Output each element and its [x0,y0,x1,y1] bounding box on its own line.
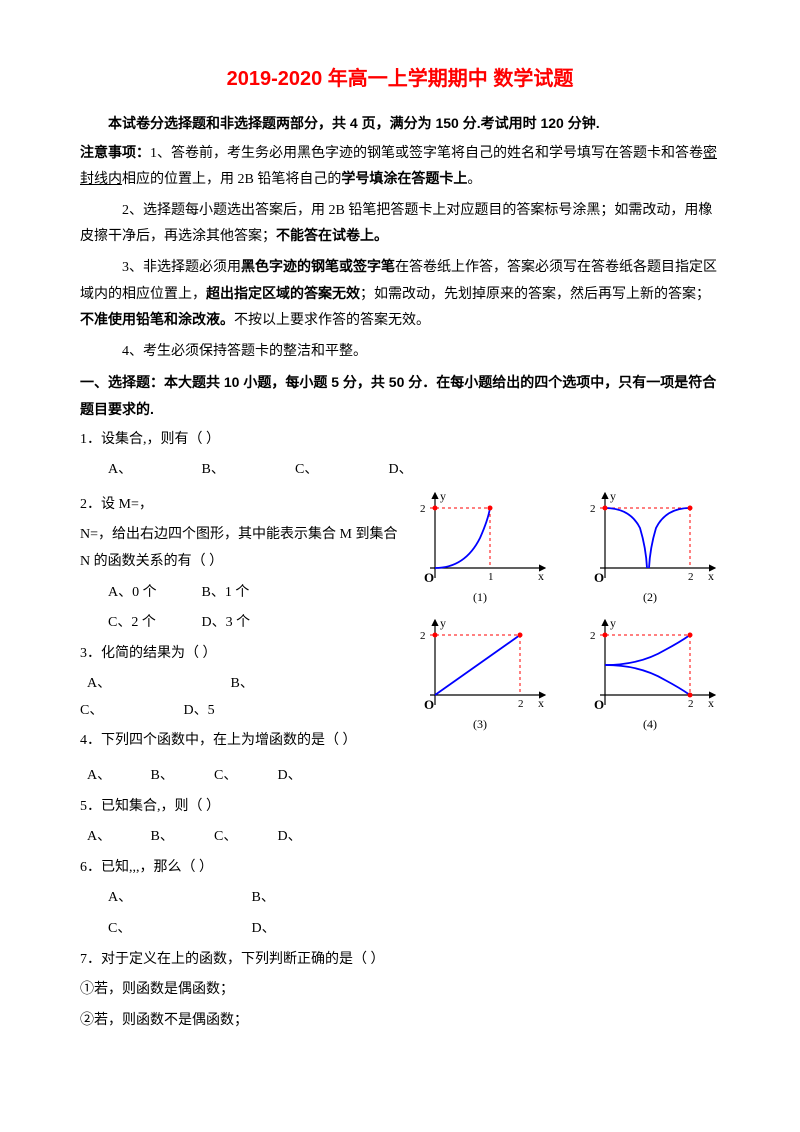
q5-opt-a: A、 [87,824,147,851]
q5-opt-b: B、 [151,824,211,851]
figure-4-caption: (4) [580,713,720,736]
q6-opt-d: D、 [252,916,342,943]
q6-options-1: A、 B、 [80,885,720,912]
notes-3: 3、非选择题必须用黑色字迹的钢笔或签字笔在答卷纸上作答，答案必须写在答卷纸各题目… [80,255,720,335]
figure-1-caption: (1) [410,586,550,609]
section-1-heading: 一、选择题：本大题共 10 小题，每小题 5 分，共 50 分．在每小题给出的四… [80,369,720,422]
q5-options: A、 B、 C、 D、 [80,824,720,851]
notes-4: 4、考生必须保持答题卡的整洁和平整。 [80,339,720,366]
svg-text:x: x [538,569,544,583]
q3-opt-c: C、 [80,698,180,725]
q6-stem: 6．已知,,,，那么（ ） [80,855,720,882]
figure-grid: 2 1 y x O (1) 2 2 y x [410,488,720,736]
q1-opt-c: C、 [295,457,385,484]
q3-opt-a: A、 [87,671,227,698]
figure-2-caption: (2) [580,586,720,609]
svg-text:y: y [440,489,446,503]
q1-options: A、 B、 C、 D、 [80,457,720,484]
q2-opt-c: C、2 个 [108,610,198,637]
q5-opt-d: D、 [278,829,302,844]
svg-text:O: O [424,697,434,712]
svg-text:2: 2 [688,571,694,583]
notes-1: 注意事项：1、答卷前，考生务必用黑色字迹的钢笔或签字笔将自己的姓名和学号填写在答… [80,141,720,194]
svg-text:1: 1 [488,571,494,583]
q1-opt-d: D、 [389,457,479,484]
q1-stem: 1．设集合,，则有（ ） [80,427,720,454]
q2-options-1: A、0 个 B、1 个 [80,580,402,607]
page-title: 2019-2020 年高一上学期期中 数学试题 [80,60,720,98]
q7-line-2: ②若，则函数不是偶函数； [80,1008,720,1035]
q4-opt-a: A、 [87,763,147,790]
svg-text:x: x [708,696,714,710]
q2-opt-a: A、0 个 [108,580,198,607]
q2-opt-b: B、1 个 [202,580,292,607]
svg-text:x: x [708,569,714,583]
svg-text:y: y [610,489,616,503]
svg-text:y: y [610,616,616,630]
q2-stem-1: 2．设 M=， [80,492,402,519]
q2-opt-d: D、3 个 [202,610,292,637]
svg-text:O: O [594,697,604,712]
q6-opt-b: B、 [252,885,342,912]
svg-text:2: 2 [590,503,596,515]
q3-options: A、 B、 C、 D、5 [80,671,402,724]
subtitle: 本试卷分选择题和非选择题两部分，共 4 页，满分为 150 分.考试用时 120… [80,110,720,137]
q3-opt-b: B、 [231,676,254,691]
svg-text:2: 2 [420,503,426,515]
svg-text:2: 2 [688,698,694,710]
q4-opt-b: B、 [151,763,211,790]
figure-3: 2 2 y x O (3) [410,615,550,736]
figure-3-caption: (3) [410,713,550,736]
q4-stem: 4．下列四个函数中，在上为增函数的是（ ） [80,728,402,755]
svg-text:2: 2 [420,630,426,642]
svg-text:2: 2 [590,630,596,642]
notes-label: 注意事项： [80,146,150,161]
q7-stem: 7．对于定义在上的函数，下列判断正确的是（ ） [80,947,720,974]
notes-2: 2、选择题每小题选出答案后，用 2B 铅笔把答题卡上对应题目的答案标号涂黑；如需… [80,198,720,251]
q3-stem: 3．化简的结果为（ ） [80,641,402,668]
svg-text:2: 2 [518,698,524,710]
q2-stem-2: N=，给出右边四个图形，其中能表示集合 M 到集合 N 的函数关系的有（ ） [80,522,402,575]
q7-line-1: ①若，则函数是偶函数； [80,977,720,1004]
q5-opt-c: C、 [214,824,274,851]
figure-4: 2 2 y x O (4) [580,615,720,736]
svg-text:O: O [424,570,434,585]
q5-stem: 5．已知集合,，则（ ） [80,794,720,821]
q1-opt-a: A、 [108,457,198,484]
q4-opt-d: D、 [278,768,302,783]
q6-options-2: C、 D、 [80,916,720,943]
q6-opt-c: C、 [108,916,248,943]
figure-2: 2 2 y x O (2) [580,488,720,609]
q4-options: A、 B、 C、 D、 [80,763,720,790]
svg-text:y: y [440,616,446,630]
figure-1: 2 1 y x O (1) [410,488,550,609]
svg-text:O: O [594,570,604,585]
svg-text:x: x [538,696,544,710]
q6-opt-a: A、 [108,885,248,912]
q1-opt-b: B、 [202,457,292,484]
q2-options-2: C、2 个 D、3 个 [80,610,402,637]
q4-opt-c: C、 [214,763,274,790]
q3-opt-d: D、5 [184,703,215,718]
